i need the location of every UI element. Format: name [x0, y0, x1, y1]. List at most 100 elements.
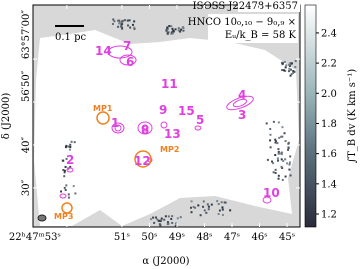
y-tick-label: 56′50″ — [21, 70, 32, 102]
legend-box — [208, 14, 298, 43]
emission-pixel — [285, 64, 288, 67]
source-label: 10 — [263, 186, 280, 200]
emission-pixel — [275, 140, 278, 143]
emission-pixel — [277, 148, 280, 151]
source-label: 14 — [95, 44, 112, 58]
emission-pixel — [280, 158, 283, 161]
emission-pixel — [133, 26, 136, 29]
emission-pixel — [74, 192, 77, 195]
emission-pixel — [210, 203, 213, 206]
colorbar — [304, 4, 317, 228]
emission-pixel — [283, 132, 286, 135]
source-label: 2 — [66, 153, 74, 167]
emission-pixel — [165, 29, 168, 32]
emission-pixel — [60, 190, 63, 193]
emission-pixel — [126, 19, 129, 22]
x-tick-label: 22ʰ47ᵐ53ˢ — [9, 232, 61, 243]
emission-pixel — [171, 27, 174, 30]
emission-pixel — [63, 171, 66, 174]
emission-pixel — [266, 158, 269, 161]
emission-pixel — [197, 204, 200, 207]
emission-pixel — [217, 213, 220, 216]
map-mask — [34, 30, 299, 226]
emission-pixel — [192, 205, 195, 208]
source-label: 5 — [196, 113, 204, 127]
emission-pixel — [217, 203, 220, 206]
emission-pixel — [152, 216, 155, 219]
emission-pixel — [69, 143, 72, 146]
emission-pixel — [207, 205, 210, 208]
x-axis-label: α (J2000) — [142, 256, 189, 267]
emission-pixel — [284, 158, 287, 161]
emission-pixel — [62, 159, 65, 162]
emission-pixel — [216, 200, 219, 203]
emission-pixel — [170, 32, 173, 35]
emission-pixel — [288, 161, 291, 164]
emission-pixel — [278, 152, 281, 155]
emission-pixel — [294, 60, 297, 63]
emission-pixel — [166, 223, 169, 226]
scale-bar-label: 0.1 pc — [55, 32, 86, 43]
emission-pixel — [279, 135, 282, 138]
emission-pixel — [190, 200, 193, 203]
source-label: 4 — [238, 88, 246, 102]
emission-pixel — [202, 205, 205, 208]
emission-pixel — [166, 26, 169, 29]
emission-pixel — [276, 142, 279, 145]
emission-pixel — [65, 157, 68, 160]
emission-pixel — [179, 216, 182, 219]
emission-pixel — [67, 196, 70, 199]
emission-pixel — [170, 25, 173, 28]
emission-pixel — [69, 145, 72, 148]
x-tick-label: 51ˢ — [114, 232, 130, 243]
emission-pixel — [281, 62, 284, 65]
emission-pixel — [277, 159, 280, 162]
colorbar-tick-label: 2.2 — [321, 59, 337, 70]
emission-pixel — [269, 128, 272, 131]
emission-pixel — [174, 28, 177, 31]
emission-pixel — [64, 146, 67, 149]
emission-pixel — [172, 29, 175, 32]
emission-pixel — [278, 136, 281, 139]
emission-pixel — [177, 29, 180, 32]
emission-pixel — [277, 152, 280, 155]
protostar-label: MP2 — [160, 145, 179, 154]
emission-pixel — [63, 169, 66, 172]
emission-pixel — [281, 178, 284, 181]
emission-pixel — [286, 162, 289, 165]
emission-pixel — [120, 26, 123, 29]
emission-pixel — [194, 206, 197, 209]
emission-pixel — [203, 209, 206, 212]
emission-pixel — [284, 175, 287, 178]
emission-pixel — [120, 20, 123, 23]
emission-pixel — [159, 224, 162, 227]
emission-pixel — [283, 60, 286, 63]
beam — [37, 214, 47, 222]
emission-pixel — [277, 121, 280, 124]
x-tick-label: 50ˢ — [141, 232, 157, 243]
emission-pixel — [68, 148, 71, 151]
emission-pixel — [65, 184, 68, 187]
emission-pixel — [272, 162, 275, 165]
emission-pixel — [129, 26, 132, 29]
x-tick-label: 47ˢ — [224, 232, 240, 243]
emission-pixel — [171, 215, 174, 218]
emission-pixel — [287, 63, 290, 66]
emission-pixel — [168, 25, 171, 28]
emission-pixel — [283, 69, 286, 72]
emission-pixel — [202, 200, 205, 203]
emission-pixel — [206, 203, 209, 206]
emission-pixel — [287, 147, 290, 150]
emission-pixel — [229, 209, 232, 212]
emission-pixel — [284, 140, 287, 143]
emission-pixel — [111, 22, 114, 25]
emission-pixel — [133, 27, 136, 30]
y-tick-label: 30″ — [21, 179, 32, 196]
colorbar-label: ∫T_B dv (K km s⁻¹) — [347, 69, 358, 163]
emission-pixel — [280, 165, 283, 168]
source-label: 11 — [161, 77, 178, 91]
emission-pixel — [290, 73, 293, 76]
emission-pixel — [277, 177, 280, 180]
emission-pixel — [272, 120, 275, 123]
